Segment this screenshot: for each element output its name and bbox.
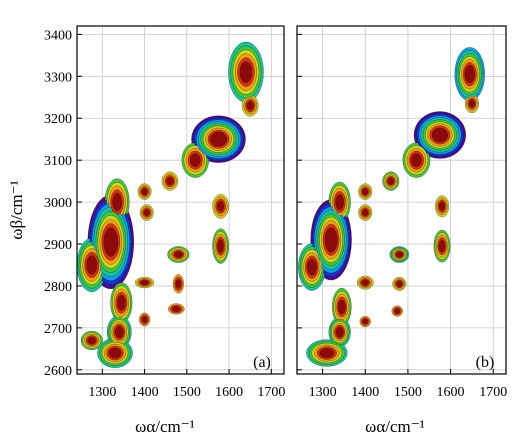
contour-level xyxy=(362,209,369,217)
contour-level xyxy=(112,193,122,212)
contour-level xyxy=(439,201,446,211)
contour-level xyxy=(464,65,475,84)
panel-b-frame xyxy=(296,25,507,375)
panel-b-grid xyxy=(297,26,506,374)
contour-level xyxy=(175,279,182,289)
panel-a-ticks: 1300 1400 1500 1600 1700 xyxy=(77,33,285,400)
contour-level xyxy=(86,255,98,275)
contour-level xyxy=(190,153,201,167)
contour-level xyxy=(324,227,338,253)
contour-level xyxy=(174,251,183,258)
y-tick-label: 3400 xyxy=(44,28,72,43)
x-tick-label: 1700 xyxy=(257,385,285,400)
contour-level xyxy=(103,227,118,257)
panel-a-frame xyxy=(76,25,285,375)
contour-level xyxy=(117,294,126,311)
contour-level xyxy=(166,177,174,186)
contour-level xyxy=(438,239,446,253)
panel-b-label: (b) xyxy=(476,354,495,371)
x-tick-label: 1300 xyxy=(309,385,337,400)
x-tick-label: 1600 xyxy=(215,385,243,400)
y-tick-label: 3000 xyxy=(44,196,72,211)
y-tick-label: 2800 xyxy=(44,280,72,295)
contour-level xyxy=(319,348,335,358)
x-tick-label: 1500 xyxy=(394,385,422,400)
y-tick-label: 3100 xyxy=(44,154,72,169)
x-tick-label: 1400 xyxy=(131,385,159,400)
contour-level xyxy=(210,131,227,147)
panel-a-heatmap xyxy=(77,41,264,368)
contour-level xyxy=(431,127,448,143)
contour-level xyxy=(140,280,149,285)
contour-level xyxy=(172,306,181,312)
x-tick-label: 1600 xyxy=(437,385,465,400)
contour-level xyxy=(306,258,317,276)
contour-level xyxy=(114,326,124,339)
contour-level xyxy=(108,347,122,359)
contour-level xyxy=(217,239,224,253)
contour-level xyxy=(141,316,148,323)
y-tick-label: 3200 xyxy=(44,112,72,127)
contour-level xyxy=(335,194,344,210)
panel-b: 1300 1400 1500 1600 1700 (b) xyxy=(296,25,507,400)
x-tick-label: 1300 xyxy=(88,385,116,400)
contour-level xyxy=(362,188,369,196)
panel-a-label: (a) xyxy=(253,354,271,371)
y-tick-label: 2700 xyxy=(44,322,72,337)
x-tick-label: 1500 xyxy=(173,385,201,400)
y-tick-label: 2600 xyxy=(44,364,72,379)
contour-level xyxy=(394,308,401,314)
x-axis-title-a: ωα/cm⁻¹ xyxy=(135,417,195,436)
contour-level xyxy=(217,201,225,212)
contour-level xyxy=(361,279,369,286)
panel-b-heatmap xyxy=(298,47,485,367)
contour-level xyxy=(468,99,475,108)
contour-level xyxy=(87,336,97,345)
panel-a: 1300 1400 1500 1600 1700 (a) xyxy=(76,25,285,400)
y-tick-labels: 2600 2700 2800 2900 3000 3100 3200 3300 3400 xyxy=(44,28,72,378)
y-axis-title: ωβ/cm⁻¹ xyxy=(7,180,26,239)
contour-level xyxy=(338,299,346,315)
contour-level xyxy=(396,280,403,287)
x-axis-title-b: ωα/cm⁻¹ xyxy=(365,417,425,436)
x-tick-label: 1700 xyxy=(479,385,507,400)
contour-level xyxy=(143,209,150,217)
contour-level xyxy=(141,188,148,196)
contour-level xyxy=(239,61,253,83)
contour-level xyxy=(246,101,254,111)
y-tick-label: 3300 xyxy=(44,70,72,85)
contour-level xyxy=(395,251,403,258)
contour-level xyxy=(335,326,344,338)
contour-level xyxy=(387,177,395,185)
y-tick-label: 2900 xyxy=(44,238,72,253)
x-tick-label: 1400 xyxy=(351,385,379,400)
contour-level xyxy=(411,153,422,167)
panel-b-ticks: 1300 1400 1500 1600 1700 xyxy=(297,33,507,400)
contour-level xyxy=(362,318,369,325)
